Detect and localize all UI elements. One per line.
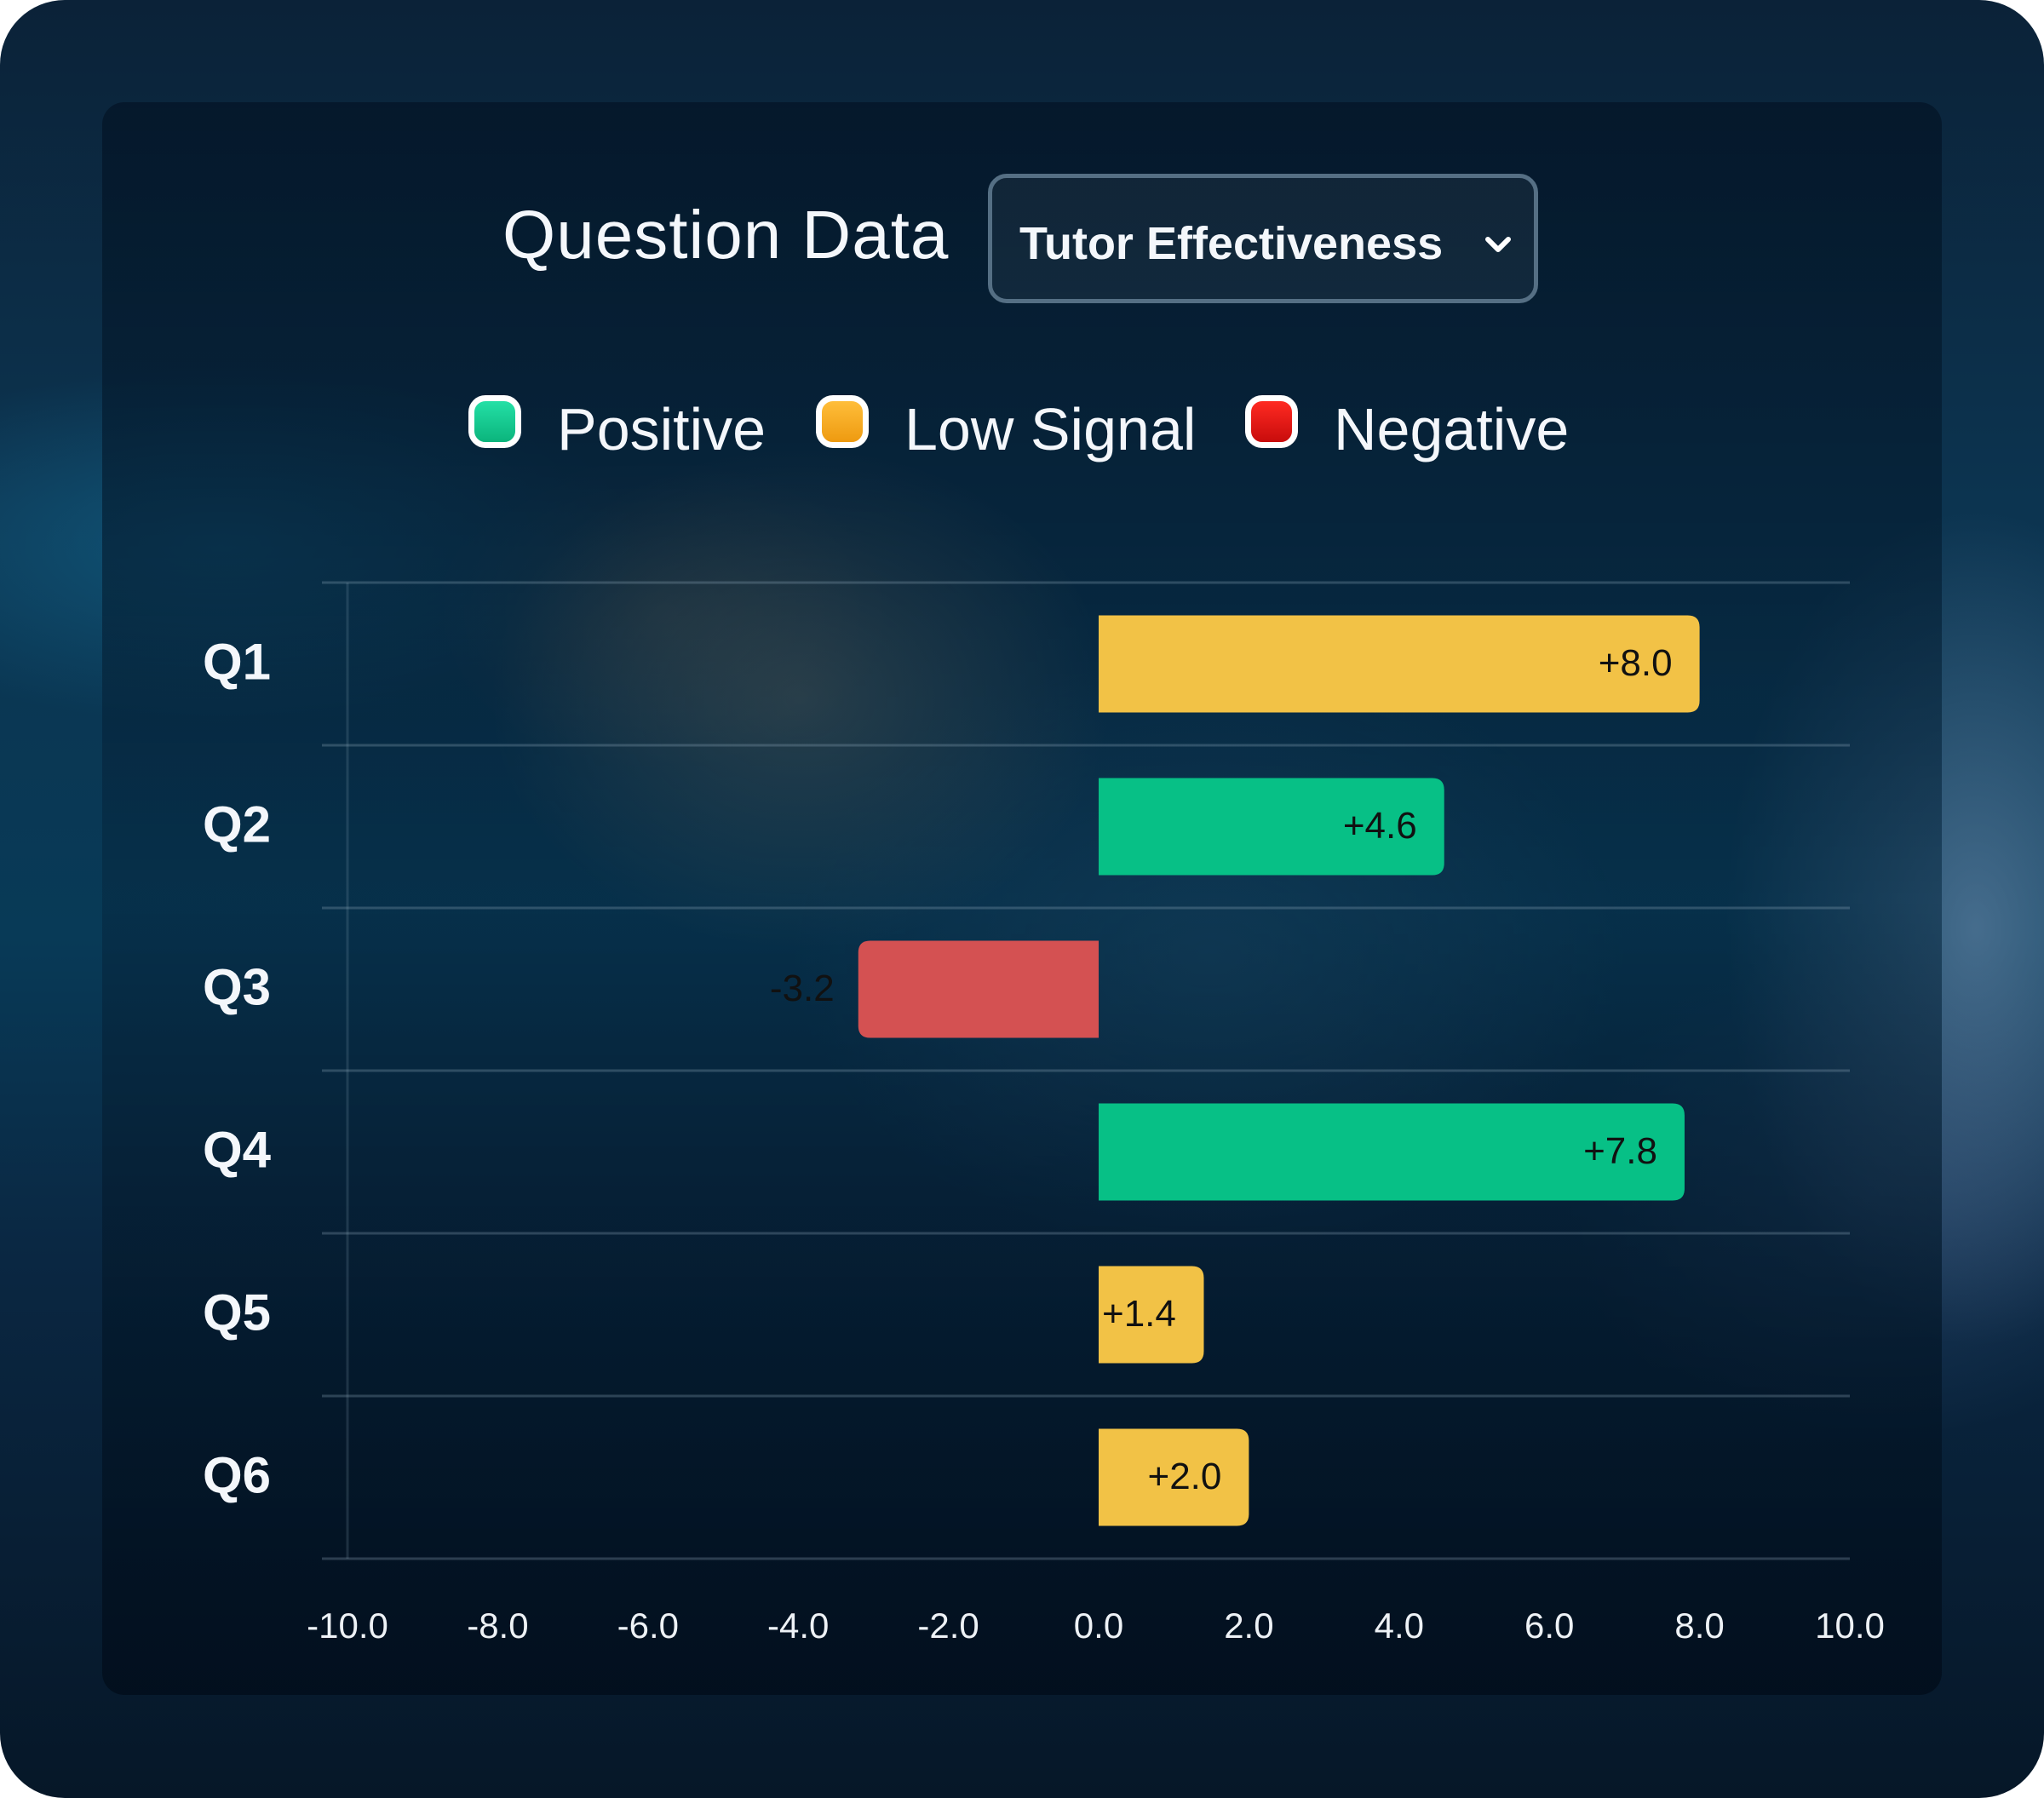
legend-swatch-negative [1245, 395, 1298, 448]
category-label: Q6 [203, 1446, 271, 1503]
x-tick-label: 10.0 [1815, 1606, 1885, 1646]
bar-q3[interactable] [858, 940, 1099, 1038]
value-label: +1.4 [1102, 1293, 1176, 1335]
bar-q1[interactable] [1099, 615, 1700, 713]
chevron-down-icon [1485, 237, 1511, 252]
category-label: Q2 [203, 796, 271, 853]
bar-q2[interactable] [1099, 778, 1444, 876]
x-tick-label: 8.0 [1674, 1606, 1724, 1646]
legend-label: Low Signal [904, 396, 1197, 462]
value-label: +8.0 [1599, 642, 1673, 684]
x-tick-label: 0.0 [1074, 1606, 1123, 1646]
question-select-dropdown[interactable]: Tutor Effectiveness [988, 174, 1538, 303]
bar-q5[interactable] [1099, 1266, 1204, 1364]
x-tick-label: 6.0 [1524, 1606, 1574, 1646]
legend-swatch-positive [468, 395, 521, 448]
chart-panel [102, 102, 1942, 1695]
dropdown-selected-value: Tutor Effectiveness [1019, 218, 1444, 269]
value-label: +2.0 [1148, 1456, 1222, 1497]
legend-label: Negative [1334, 396, 1570, 462]
x-tick-label: -4.0 [767, 1606, 829, 1646]
value-label: +7.8 [1583, 1130, 1657, 1172]
x-tick-label: -10.0 [307, 1606, 388, 1646]
legend-swatch-low-signal [816, 395, 869, 448]
value-label: -3.2 [770, 968, 835, 1009]
x-tick-label: -6.0 [617, 1606, 679, 1646]
x-tick-label: -8.0 [467, 1606, 528, 1646]
bar-q4[interactable] [1099, 1103, 1685, 1201]
x-tick-label: 2.0 [1224, 1606, 1273, 1646]
x-tick-label: 4.0 [1375, 1606, 1424, 1646]
page-title: Question Data [502, 197, 950, 273]
bar-q6[interactable] [1099, 1428, 1249, 1526]
category-label: Q1 [203, 633, 271, 690]
category-label: Q3 [203, 958, 271, 1015]
category-label: Q5 [203, 1284, 271, 1341]
category-label: Q4 [203, 1121, 272, 1178]
value-label: +4.6 [1343, 805, 1417, 847]
legend-label: Positive [557, 396, 766, 462]
x-tick-label: -2.0 [917, 1606, 979, 1646]
